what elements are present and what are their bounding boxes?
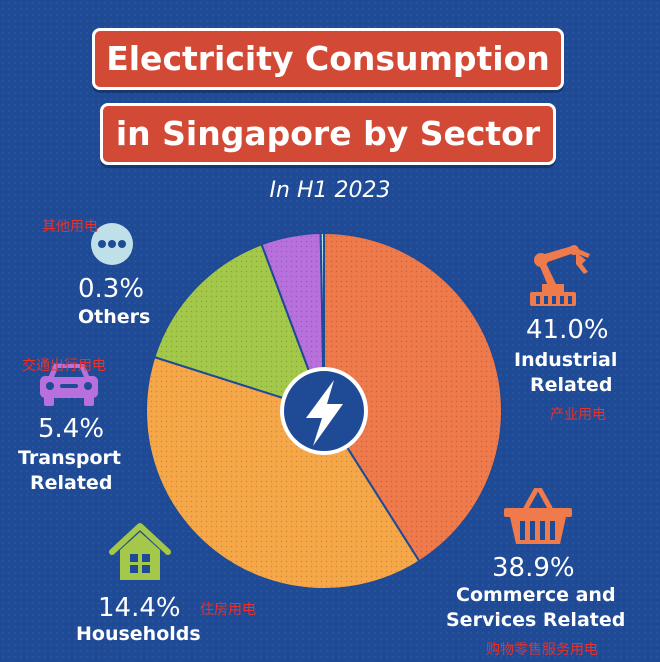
households-percent: 14.4% [98, 593, 181, 623]
subtitle: In H1 2023 [269, 178, 391, 203]
slice-industrial-texture [324, 233, 503, 562]
lightning-bolt-icon [280, 367, 368, 455]
slice-households-texture [154, 244, 324, 411]
slice-commerce-texture [145, 357, 420, 590]
house-icon [109, 523, 171, 580]
others-cn-label: 其他用电 [42, 219, 98, 235]
commerce-label-2: Services Related [446, 609, 626, 631]
slice-others-texture [320, 232, 324, 411]
households-label: Households [76, 623, 201, 645]
title-line-2: in Singapore by Sector [100, 103, 556, 165]
transport-label-2: Related [30, 472, 113, 494]
title-line-1: Electricity Consumption [92, 28, 564, 90]
shopping-basket-icon [504, 488, 572, 544]
industrial-percent: 41.0% [526, 315, 609, 345]
transport-label-1: Transport [18, 447, 122, 469]
more-dots-icon [91, 223, 133, 265]
commerce-label-1: Commerce and [456, 584, 616, 606]
transport-cn-label: 交通出行用电 [22, 358, 106, 374]
robot-arm-icon [530, 245, 590, 306]
slice-transport-texture [261, 233, 324, 411]
others-label: Others [78, 306, 151, 328]
households-cn-label: 住房用电 [200, 602, 256, 618]
commerce-cn-label: 购物零售服务用电 [486, 642, 598, 658]
industrial-label-1: Industrial [514, 349, 618, 371]
transport-percent: 5.4% [38, 414, 105, 444]
commerce-percent: 38.9% [492, 553, 575, 583]
others-percent: 0.3% [78, 274, 145, 304]
car-icon [40, 364, 98, 406]
industrial-cn-label: 产业用电 [550, 407, 606, 423]
industrial-label-2: Related [530, 374, 613, 396]
